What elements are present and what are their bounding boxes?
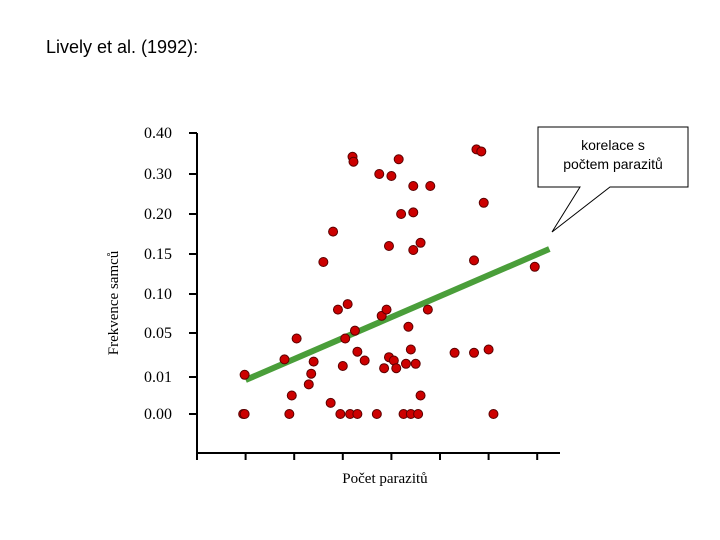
data-point (374, 169, 385, 179)
data-point (415, 390, 426, 401)
data-point (483, 344, 494, 355)
y-tick-label: 0.01 (144, 369, 172, 386)
data-point (405, 344, 416, 355)
data-point (303, 379, 314, 390)
data-point (408, 245, 419, 255)
data-point (332, 304, 343, 315)
data-point (284, 409, 295, 419)
data-point (371, 409, 382, 419)
y-tick-label: 0.00 (144, 406, 172, 423)
data-point (478, 197, 489, 208)
data-point (488, 409, 499, 419)
data-point (239, 369, 250, 380)
data-point (408, 207, 419, 218)
y-tick-label: 0.20 (144, 206, 172, 223)
data-point (337, 361, 348, 371)
callout-bubble (537, 126, 689, 233)
data-point (383, 241, 394, 251)
data-point (403, 321, 414, 332)
data-point (308, 356, 319, 367)
y-tick-label: 0.10 (144, 286, 172, 303)
data-point (352, 409, 363, 419)
y-tick-label: 0.15 (144, 246, 172, 263)
data-point (359, 355, 370, 366)
data-point (413, 409, 424, 419)
data-point (422, 304, 433, 315)
data-point (325, 397, 336, 408)
data-point (279, 354, 290, 365)
data-point (348, 156, 359, 167)
data-point (415, 237, 426, 248)
data-point (340, 333, 351, 344)
data-point (352, 346, 363, 357)
data-point (306, 368, 317, 379)
y-tick-label: 0.40 (144, 125, 172, 142)
data-point (400, 358, 411, 369)
data-point (318, 257, 329, 267)
y-tick-label: 0.30 (144, 166, 172, 183)
data-point (328, 226, 339, 237)
y-tick-label: 0.05 (144, 325, 172, 342)
data-point (469, 255, 480, 266)
data-point (425, 181, 436, 191)
data-point (239, 409, 250, 419)
data-point (291, 333, 302, 344)
callout-line-1: korelace s (581, 137, 645, 153)
data-point (469, 347, 480, 358)
data-point (529, 261, 540, 272)
data-point (386, 171, 397, 181)
y-axis-title: Frekvence samců (106, 250, 122, 355)
data-point (349, 325, 360, 336)
data-point (396, 209, 407, 219)
data-point (449, 347, 460, 358)
trend-line (244, 246, 551, 383)
data-point (286, 390, 297, 401)
data-point (410, 358, 421, 369)
data-point (342, 299, 353, 310)
data-point (393, 154, 404, 165)
data-point (381, 304, 392, 315)
data-point (335, 409, 346, 419)
data-point (379, 363, 390, 374)
page-title: Lively et al. (1992): (46, 37, 199, 57)
data-point (391, 363, 402, 374)
data-point (408, 181, 419, 191)
data-point (476, 146, 487, 157)
callout-line-2: počtem parazitů (563, 156, 663, 172)
x-axis-title: Počet parazitů (342, 471, 428, 487)
